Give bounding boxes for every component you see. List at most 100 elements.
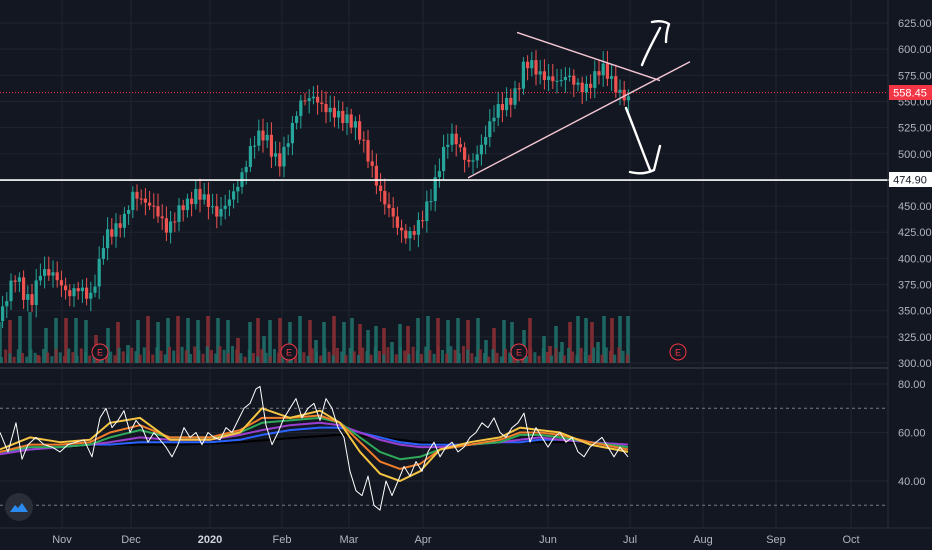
candle-body <box>568 75 572 77</box>
volume-bar <box>189 354 192 363</box>
volume-bar <box>510 322 514 363</box>
candle-body <box>97 258 101 287</box>
candle-body <box>425 201 429 222</box>
rsi-tick-label: 60.00 <box>898 428 926 440</box>
candle-body <box>22 277 26 300</box>
rsi-axis[interactable]: 80.00 60.00 40.00 <box>898 379 926 488</box>
volume-bar <box>126 355 129 363</box>
price-tick-label: 400.00 <box>898 253 932 265</box>
candle-body <box>358 121 362 140</box>
candle-body <box>177 205 181 222</box>
volume-bar <box>126 345 130 363</box>
volume-bar <box>196 320 200 363</box>
earnings-marker <box>280 343 298 361</box>
volume-bar <box>336 348 339 363</box>
candle-body <box>597 71 601 76</box>
tradingview-logo[interactable] <box>5 493 33 521</box>
volume-bar <box>8 320 12 363</box>
volume-bar <box>512 356 516 363</box>
candle-body <box>366 140 370 162</box>
candle-body <box>530 60 534 69</box>
triangle-upper-trendline[interactable] <box>516 31 661 82</box>
arrow-down-drawing <box>624 106 652 172</box>
volume-bar <box>216 318 220 363</box>
volume-bar <box>142 347 146 363</box>
volume-bar <box>445 353 449 363</box>
volume-bar <box>155 347 159 363</box>
volume-bar <box>436 346 440 363</box>
candle-body <box>505 97 509 111</box>
candle-body <box>236 186 240 192</box>
candle-body <box>526 61 530 69</box>
candle-body <box>387 204 391 209</box>
candle-body <box>341 110 345 124</box>
triangle-lower-trendline[interactable] <box>467 61 691 179</box>
rsi-tick-label: 80.00 <box>898 379 926 391</box>
volume-bar <box>136 320 140 363</box>
volume-bar <box>29 349 33 363</box>
candle-body <box>1 306 5 322</box>
candle-body <box>89 292 93 299</box>
volume-bar <box>201 353 205 363</box>
candle-body <box>311 96 315 99</box>
candle-body <box>34 280 38 305</box>
volume-bar <box>156 322 160 363</box>
volume-bar <box>288 322 292 363</box>
candle-body <box>391 208 395 217</box>
volume-bar <box>0 322 2 363</box>
candle-body <box>454 133 458 145</box>
volume-bar <box>579 347 583 363</box>
candle-body <box>337 110 341 118</box>
candle-body <box>542 71 546 80</box>
candle-body <box>227 199 231 206</box>
volume-bar <box>134 351 138 363</box>
candle-body <box>475 154 479 161</box>
earnings-marker <box>91 343 109 361</box>
volume-bar <box>350 318 354 363</box>
candle-body <box>257 130 261 146</box>
volume-bar <box>116 322 120 363</box>
volume-bar <box>147 351 150 363</box>
volume-bar <box>58 352 62 363</box>
volume-bar <box>113 355 117 363</box>
time-axis[interactable]: Nov Dec 2020 Feb Mar Apr Jun Jul Aug Sep Oct <box>52 534 859 546</box>
volume-bar <box>340 351 344 363</box>
volume-bar <box>420 354 423 363</box>
volume-bar <box>495 352 499 363</box>
earnings-marker <box>669 343 687 361</box>
volume-bar <box>176 354 180 363</box>
candle-body <box>101 248 105 259</box>
price-tick-label: 350.00 <box>898 306 932 318</box>
candle-body <box>55 272 59 281</box>
volume-bar <box>206 316 210 363</box>
volume-bar <box>247 349 251 363</box>
volume-bar <box>306 355 310 363</box>
volume-bar <box>528 318 532 363</box>
volume-bar <box>626 316 630 363</box>
earnings-marker-label: E <box>675 348 681 358</box>
candle-body <box>433 177 437 202</box>
breakout-annotations <box>624 19 671 175</box>
rsi-moving-average-line <box>0 421 629 456</box>
volume-bar <box>25 356 29 363</box>
volume-bar <box>42 349 45 363</box>
volume-bar <box>558 351 562 363</box>
volume-bar <box>117 347 121 363</box>
volume-bar <box>499 356 503 363</box>
candle-body <box>43 269 47 276</box>
current-price-label: 558.45 <box>893 88 927 100</box>
candle-body <box>47 269 51 276</box>
price-tick-label: 500.00 <box>898 149 932 161</box>
volume-bar <box>327 351 331 363</box>
volume-bar <box>466 320 470 363</box>
volume-bar <box>625 354 629 363</box>
candle-body <box>374 165 378 186</box>
candle-body <box>450 133 454 145</box>
candle-body <box>169 221 173 233</box>
rsi-line <box>0 385 629 511</box>
volume-bar <box>18 316 22 363</box>
candle-body <box>93 286 97 293</box>
volume-bar <box>243 356 247 363</box>
candle-body <box>563 76 567 81</box>
volume-bar <box>264 352 268 363</box>
